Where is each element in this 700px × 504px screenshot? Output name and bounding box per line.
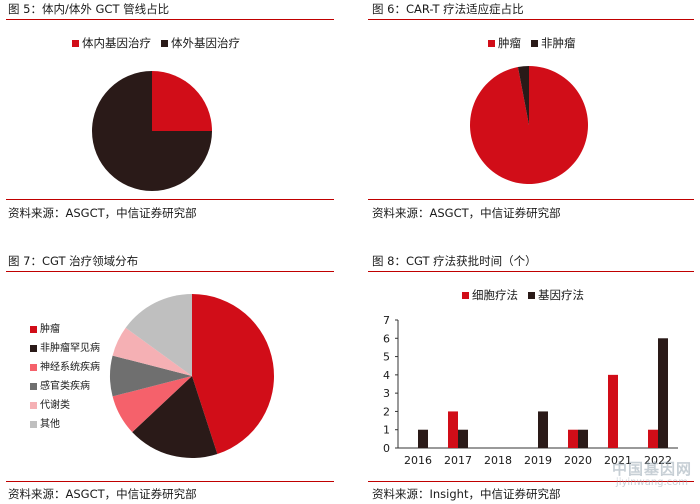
x-tick-label: 2018	[484, 454, 512, 467]
bar	[538, 411, 548, 448]
pie-slice	[192, 294, 274, 454]
legend-swatch	[528, 291, 535, 299]
figure-6-legend: 肿瘤 非肿瘤	[488, 36, 576, 50]
x-tick-label: 2019	[524, 454, 552, 467]
figure-5-top-rule	[6, 19, 334, 20]
legend-item: 肿瘤	[488, 36, 521, 50]
bar	[418, 429, 428, 448]
figure-8-title: 图 8：CGT 疗法获批时间（个）	[372, 254, 537, 268]
watermark-main: 中国基因网	[611, 460, 692, 478]
legend-label: 感官类疾病	[40, 380, 90, 392]
legend-swatch	[30, 345, 37, 352]
legend-swatch	[30, 421, 37, 428]
figure-8-top-rule	[368, 271, 694, 272]
legend-label: 肿瘤	[498, 36, 521, 50]
bar	[648, 429, 658, 448]
legend-label: 代谢类	[40, 399, 70, 411]
y-tick-label: 2	[383, 405, 390, 418]
watermark-logo: 中国基因网 jiyinwang.com	[612, 461, 692, 488]
x-tick-label: 2022	[644, 454, 672, 467]
watermark-sub: jiyinwang.com	[615, 477, 689, 488]
pie-slice	[125, 294, 192, 376]
figure-7-title: 图 7：CGT 治疗领域分布	[8, 254, 139, 268]
bar	[608, 374, 618, 448]
legend-label: 体外基因治疗	[171, 36, 240, 50]
figure-7-source: 资料来源：ASGCT，中信证券研究部	[8, 487, 197, 501]
legend-item: 基因疗法	[528, 288, 584, 302]
x-tick-label: 2021	[604, 454, 632, 467]
bar	[458, 429, 468, 448]
legend-label: 细胞疗法	[472, 288, 518, 302]
legend-label: 体内基因治疗	[82, 36, 151, 50]
legend-label: 其他	[40, 418, 60, 430]
figure-5-legend: 体内基因治疗 体外基因治疗	[72, 36, 240, 50]
legend-swatch	[30, 364, 37, 371]
figure-8-bottom-rule	[368, 481, 694, 482]
figure-7-top-rule	[6, 271, 334, 272]
figure-7-legend: 肿瘤 非肿瘤罕见病 神经系统疾病 感官类疾病 代谢类 其他	[30, 320, 100, 434]
legend-label: 基因疗法	[538, 288, 584, 302]
legend-item: 代谢类	[30, 396, 100, 415]
legend-swatch	[462, 291, 469, 299]
legend-swatch	[531, 39, 538, 47]
legend-swatch	[30, 326, 37, 333]
bar	[658, 338, 668, 448]
figure-5-title: 图 5：体内/体外 GCT 管线占比	[8, 2, 170, 16]
y-tick-label: 4	[383, 369, 390, 382]
figure-5-bottom-rule	[6, 199, 334, 200]
x-tick-label: 2017	[444, 454, 472, 467]
y-tick-label: 5	[383, 351, 390, 364]
legend-label: 非肿瘤	[541, 36, 576, 50]
pie-slice	[132, 376, 218, 458]
legend-item: 肿瘤	[30, 320, 100, 339]
figure-7-pie-chart	[110, 294, 274, 458]
figure-8-legend: 细胞疗法 基因疗法	[462, 288, 584, 302]
legend-item: 非肿瘤罕见病	[30, 339, 100, 358]
pie-slice	[112, 327, 192, 376]
legend-swatch	[30, 402, 37, 409]
legend-label: 神经系统疾病	[40, 361, 100, 373]
pie-slice	[110, 355, 192, 397]
legend-item: 非肿瘤	[531, 36, 576, 50]
bar	[578, 429, 588, 448]
legend-item: 神经系统疾病	[30, 358, 100, 377]
legend-item: 其他	[30, 415, 100, 434]
legend-item: 感官类疾病	[30, 377, 100, 396]
figure-5-source: 资料来源：ASGCT，中信证券研究部	[8, 206, 197, 220]
legend-item: 细胞疗法	[462, 288, 518, 302]
x-tick-label: 2016	[404, 454, 432, 467]
y-tick-label: 1	[383, 424, 390, 437]
pie-slice	[517, 66, 529, 125]
bar	[448, 411, 458, 448]
y-tick-label: 0	[383, 442, 390, 455]
pie-slice	[92, 71, 212, 191]
y-tick-label: 3	[383, 387, 390, 400]
y-tick-label: 6	[383, 332, 390, 345]
y-tick-label: 7	[383, 314, 390, 327]
figure-7-bottom-rule	[6, 481, 334, 482]
legend-swatch	[161, 39, 168, 47]
x-tick-label: 2020	[564, 454, 592, 467]
figure-8-bar-chart: 0 1 2 3 4 5 6 7 2016 2017 2018 2019 2020 2021 2022	[383, 314, 678, 467]
figure-8-source: 资料来源：Insight，中信证券研究部	[372, 487, 561, 501]
legend-label: 肿瘤	[40, 323, 60, 335]
pie-slice	[152, 71, 212, 131]
figure-5-pie-chart	[92, 71, 212, 191]
figure-6-source: 资料来源：ASGCT，中信证券研究部	[372, 206, 561, 220]
legend-swatch	[72, 39, 79, 47]
pie-slice	[112, 376, 192, 433]
legend-item: 体内基因治疗	[72, 36, 151, 50]
figure-6-pie-chart	[470, 66, 588, 184]
legend-label: 非肿瘤罕见病	[40, 342, 100, 354]
figure-6-top-rule	[368, 19, 694, 20]
figure-6-bottom-rule	[368, 199, 694, 200]
bar	[568, 429, 578, 448]
legend-swatch	[30, 383, 37, 390]
legend-item: 体外基因治疗	[161, 36, 240, 50]
legend-swatch	[488, 39, 495, 47]
figure-6-title: 图 6：CAR-T 疗法适应症占比	[372, 2, 524, 16]
